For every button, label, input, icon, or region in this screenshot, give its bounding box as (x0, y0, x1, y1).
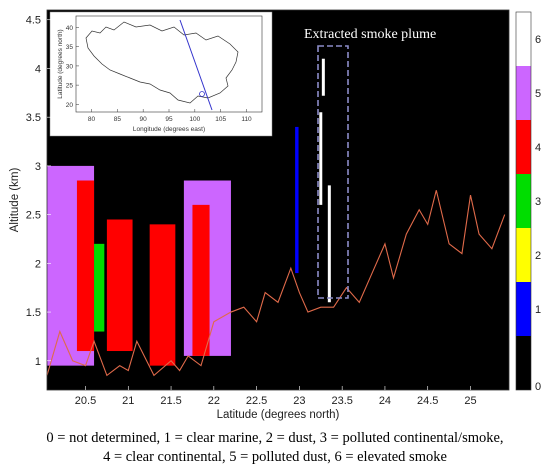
x-tick-label: 23.5 (331, 395, 352, 407)
inset-x-axis-label: Longitude (degrees east) (133, 126, 205, 133)
inset-x-tick-label: 90 (140, 116, 148, 123)
colorbar-tick-label: 4 (535, 142, 541, 154)
y-tick-label: 2 (35, 258, 41, 270)
inset-plot-frame (75, 15, 263, 113)
y-tick-label: 1.5 (26, 307, 41, 319)
inset-x-tick-label: 110 (241, 116, 252, 123)
colorbar-tick-label: 1 (535, 304, 541, 316)
y-tick-label: 3.5 (26, 112, 41, 124)
colorbar-segment-2 (516, 228, 531, 282)
colorbar-segment-5 (516, 66, 531, 120)
colorbar-tick-label: 2 (535, 250, 541, 262)
aerosol-layer-class-3 (94, 243, 105, 332)
y-axis-ticks: 1 1.5 2 2.5 3 3.5 4 4.5 (26, 15, 51, 368)
y-tick-label: 4 (35, 63, 41, 75)
colorbar-tick-label: 6 (535, 34, 541, 46)
x-tick-label: 25 (464, 395, 476, 407)
aerosol-layer-class-1 (295, 126, 299, 274)
inset-y-tick-label: 20 (66, 102, 74, 109)
plume-annotation: Extracted smoke plume (304, 27, 436, 42)
inset-x-tick-label: 95 (165, 116, 173, 123)
legend-caption-line-1: 0 = not determined, 1 = clear marine, 2 … (46, 430, 504, 446)
inset-axis-ticks: 80 85 90 95 100 105 110 20 25 30 35 40 (66, 25, 252, 123)
x-axis-ticks: 20.5 21 21.5 22 22.5 23 23.5 24 24.5 25 (75, 386, 477, 407)
inset-y-axis-label: Latitude (degrees north) (57, 29, 64, 98)
surface-elevation-line (46, 190, 506, 377)
aerosol-layers (47, 126, 299, 366)
colorbar-segment-4 (516, 120, 531, 174)
smoke-plume-segments (319, 58, 331, 303)
aerosol-layer-class-4 (149, 224, 176, 366)
y-axis-label: Altitude (km) (9, 168, 21, 233)
x-tick-label: 22.5 (246, 395, 267, 407)
x-tick-label: 21.5 (160, 395, 181, 407)
inset-map: 80 85 90 95 100 105 110 20 25 30 35 40 Longitude (d… (49, 11, 273, 137)
inset-x-tick-label: 105 (215, 116, 226, 123)
smoke-classification-figure: Extracted smoke plume 80 85 90 95 100 105 1102… (9, 9, 541, 421)
colorbar-tick-label: 3 (535, 196, 541, 208)
plume-extraction-box (317, 45, 349, 299)
plot-frame (46, 9, 510, 391)
colorbar-segment-0 (516, 336, 531, 390)
aerosol-layer-class-4 (106, 219, 133, 352)
colorbar-tick-label: 0 (535, 381, 541, 393)
colorbar-frame (515, 11, 532, 391)
colorbar-segment-1 (516, 282, 531, 336)
inset-y-tick-label: 35 (66, 44, 74, 51)
aerosol-layer-class-4 (192, 204, 210, 356)
colorbar-segment-3 (516, 174, 531, 228)
satellite-track-line (179, 19, 213, 111)
inset-x-tick-label: 85 (114, 116, 122, 123)
inset-y-tick-label: 30 (66, 63, 74, 70)
legend-caption-line-2: 4 = clear continental, 5 = polluted dust… (103, 449, 447, 465)
y-tick-label: 3 (35, 161, 41, 173)
y-tick-label: 1 (35, 356, 41, 368)
x-axis-label: Latitude (degrees north) (217, 409, 340, 421)
inset-y-tick-label: 25 (66, 83, 74, 90)
colorbar-tick-label: 5 (535, 88, 541, 100)
y-tick-label: 4.5 (26, 15, 41, 27)
x-tick-label: 21 (122, 395, 134, 407)
colorbar-segment-6 (516, 12, 531, 66)
x-tick-label: 22 (208, 395, 220, 407)
x-tick-label: 24 (379, 395, 391, 407)
location-marker (199, 91, 205, 97)
x-tick-label: 24.5 (417, 395, 438, 407)
inset-x-tick-label: 80 (88, 116, 96, 123)
inset-x-tick-label: 100 (189, 116, 200, 123)
inset-y-tick-label: 40 (66, 25, 74, 32)
x-tick-label: 23 (293, 395, 305, 407)
y-tick-label: 2.5 (26, 210, 41, 222)
aerosol-layer-class-4 (76, 180, 95, 352)
x-tick-label: 20.5 (75, 395, 96, 407)
colorbar: 0 1 2 3 4 5 6 (515, 11, 541, 393)
tibetan-plateau-outline (85, 21, 239, 104)
